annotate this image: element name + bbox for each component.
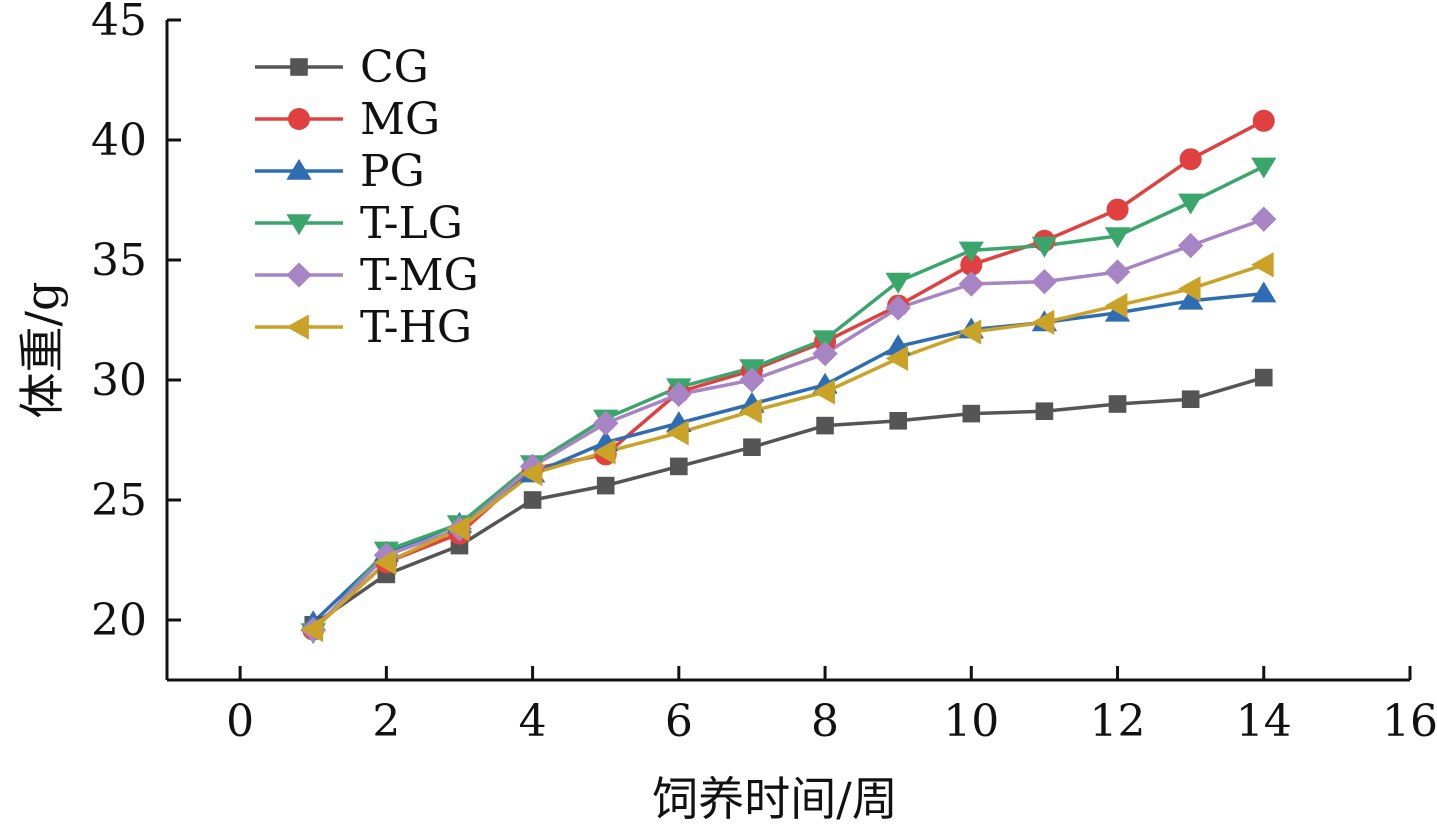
data-point-t-lg bbox=[885, 272, 911, 294]
legend-marker-t-hg bbox=[286, 314, 309, 340]
data-point-t-lg bbox=[812, 330, 838, 352]
x-tick-label: 10 bbox=[943, 696, 999, 747]
x-tick-label: 6 bbox=[665, 696, 693, 747]
axes bbox=[165, 20, 1410, 682]
x-tick-label: 14 bbox=[1236, 696, 1292, 747]
data-point-t-hg bbox=[1031, 309, 1055, 336]
legend-marker-t-lg bbox=[286, 214, 312, 236]
data-point-t-hg bbox=[446, 516, 470, 542]
y-axis-title: 体重/g bbox=[15, 282, 69, 419]
legend-item-t-hg: T-HG bbox=[255, 302, 472, 353]
legend-label: T-LG bbox=[360, 198, 463, 249]
y-tick-label: 20 bbox=[91, 595, 147, 646]
data-point-t-mg bbox=[666, 381, 692, 408]
data-point-mg bbox=[960, 253, 983, 276]
x-tick-label: 4 bbox=[519, 696, 547, 747]
data-point-t-mg bbox=[958, 271, 984, 297]
x-tick-label: 8 bbox=[811, 696, 839, 747]
legend-label: CG bbox=[360, 42, 429, 93]
data-point-t-hg bbox=[958, 319, 982, 345]
series-line-t-hg bbox=[312, 263, 1265, 631]
data-point-t-mg bbox=[885, 295, 911, 321]
x-tick-label: 0 bbox=[226, 696, 254, 747]
legend-label: T-HG bbox=[360, 302, 472, 353]
legend-marker-t-mg bbox=[286, 262, 312, 288]
legend-label: T-MG bbox=[360, 250, 479, 301]
legend-item-cg: CG bbox=[255, 42, 429, 93]
data-point-cg bbox=[596, 476, 615, 495]
data-point-t-lg bbox=[1104, 227, 1131, 249]
series-line-cg bbox=[312, 375, 1265, 627]
data-point-cg bbox=[962, 404, 981, 423]
legend-label: PG bbox=[360, 146, 425, 197]
data-point-mg bbox=[1179, 148, 1202, 171]
series-line-t-lg bbox=[311, 164, 1265, 634]
series-points-cg bbox=[304, 368, 1273, 634]
data-point-t-lg bbox=[958, 241, 984, 263]
data-point-t-mg bbox=[1031, 268, 1058, 295]
legend-marker-mg bbox=[288, 108, 310, 130]
y-tick-label: 30 bbox=[91, 355, 147, 406]
y-tick-label: 35 bbox=[91, 235, 147, 286]
x-axis-title: 饲养时间/周 bbox=[652, 772, 898, 826]
data-point-t-lg bbox=[1031, 236, 1058, 258]
legend-item-t-lg: T-LG bbox=[255, 198, 463, 249]
y-tick-label: 40 bbox=[91, 115, 147, 166]
data-point-t-hg bbox=[1104, 292, 1128, 319]
x-tick-label: 2 bbox=[372, 696, 400, 747]
data-point-cg bbox=[816, 416, 834, 435]
data-point-cg bbox=[1181, 390, 1200, 408]
data-point-t-mg bbox=[593, 410, 619, 436]
data-point-t-lg bbox=[1177, 193, 1204, 215]
series-line-mg bbox=[312, 119, 1265, 631]
data-point-t-hg bbox=[593, 439, 616, 465]
data-point-t-hg bbox=[885, 345, 909, 372]
legend-item-mg: MG bbox=[255, 94, 440, 145]
data-point-t-mg bbox=[812, 340, 838, 367]
series-markers bbox=[300, 109, 1277, 645]
data-point-t-lg bbox=[1251, 157, 1277, 179]
data-point-t-mg bbox=[1177, 232, 1204, 259]
legend-label: MG bbox=[360, 94, 440, 145]
data-point-pg bbox=[1251, 281, 1277, 303]
legend-marker-cg bbox=[290, 58, 308, 76]
x-tick-label: 16 bbox=[1382, 696, 1437, 747]
data-point-cg bbox=[523, 491, 542, 509]
data-point-cg bbox=[1035, 402, 1054, 420]
data-point-t-hg bbox=[300, 616, 324, 643]
data-point-mg bbox=[1252, 109, 1275, 132]
data-point-t-hg bbox=[373, 549, 397, 576]
data-point-t-hg bbox=[739, 398, 762, 424]
data-point-mg bbox=[1106, 198, 1129, 221]
data-point-cg bbox=[889, 412, 907, 430]
data-point-cg bbox=[1108, 395, 1127, 413]
series-points-t-hg bbox=[300, 252, 1274, 643]
data-point-t-hg bbox=[666, 420, 689, 446]
x-tick-label: 12 bbox=[1090, 696, 1146, 747]
y-tick-label: 25 bbox=[91, 475, 147, 526]
series-points-mg bbox=[302, 109, 1275, 641]
y-ticks: 20 25 30 35 40 45 bbox=[91, 0, 181, 646]
data-point-cg bbox=[670, 457, 688, 476]
legend-item-pg: PG bbox=[255, 146, 425, 197]
data-point-t-mg bbox=[739, 367, 765, 393]
data-point-t-mg bbox=[1104, 259, 1131, 285]
data-point-cg bbox=[743, 438, 761, 456]
data-point-cg bbox=[1254, 368, 1273, 387]
data-point-t-mg bbox=[1251, 206, 1277, 232]
legend-marker-pg bbox=[286, 158, 312, 180]
data-point-t-hg bbox=[1177, 276, 1201, 302]
data-point-t-hg bbox=[519, 460, 543, 487]
x-ticks: 0 2 4 6 8 10 12 14 16 bbox=[226, 666, 1437, 747]
data-point-t-hg bbox=[1251, 252, 1274, 278]
y-tick-label: 45 bbox=[91, 0, 147, 46]
data-point-t-hg bbox=[812, 379, 835, 405]
data-point-pg bbox=[1177, 288, 1204, 310]
legend-item-t-mg: T-MG bbox=[255, 250, 479, 301]
